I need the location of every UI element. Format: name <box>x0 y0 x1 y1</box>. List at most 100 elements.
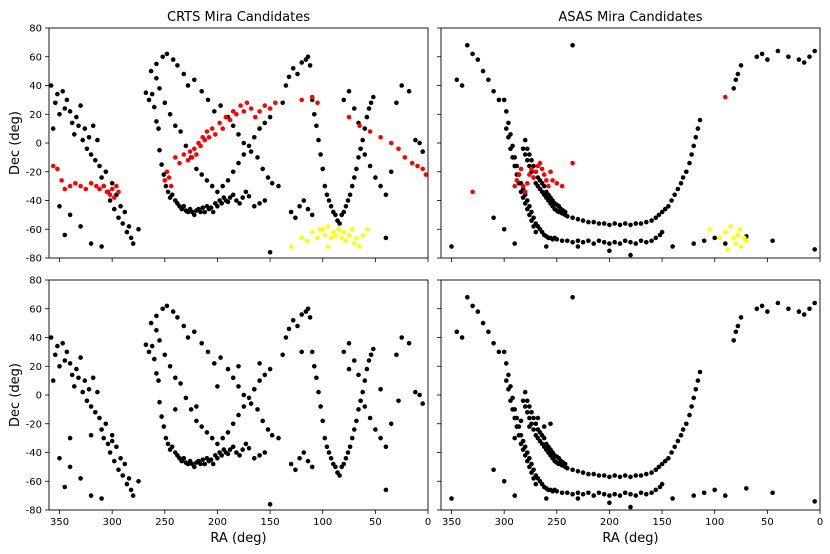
data-point-candidates-36 <box>126 224 132 229</box>
data-point-candidates-164 <box>691 241 696 246</box>
y-tick-label: -20 <box>26 167 42 178</box>
chart-title: ASAS Mira Candidates <box>558 10 702 25</box>
data-point-candidates-153 <box>316 389 321 395</box>
data-point-candidates-6 <box>62 106 68 111</box>
data-point-candidates-172 <box>356 407 361 412</box>
data-point-candidates-158 <box>733 77 739 83</box>
data-point-candidates-64 <box>525 158 530 163</box>
data-point-candidates-38 <box>57 456 62 461</box>
data-point-candidates-93 <box>257 201 262 206</box>
data-point-candidates-102 <box>662 458 668 464</box>
data-point-candidates-85 <box>227 195 233 200</box>
data-point-candidates-121 <box>533 421 539 427</box>
data-point-candidates-184 <box>362 404 368 409</box>
data-point-yellow-subset-4 <box>315 235 320 241</box>
data-point-candidates-193 <box>305 206 311 212</box>
data-point-candidates-136 <box>255 155 260 160</box>
data-point-candidates-93 <box>257 453 262 458</box>
x-tick-label: 100 <box>705 517 724 528</box>
data-point-candidates-144 <box>290 66 296 71</box>
data-point-candidates-100 <box>178 381 183 386</box>
data-point-candidates-135 <box>562 461 568 467</box>
data-point-yellow-subset-21 <box>364 227 370 232</box>
data-point-candidates-119 <box>529 410 534 415</box>
data-point-candidates-95 <box>633 473 639 478</box>
data-point-candidates-42 <box>644 491 649 497</box>
data-point-candidates-25 <box>554 489 560 494</box>
data-point-candidates-114 <box>695 126 701 131</box>
data-point-candidates-120 <box>160 54 165 60</box>
data-point-candidates-121 <box>164 51 170 57</box>
data-point-candidates-97 <box>644 219 649 225</box>
data-point-candidates-47 <box>146 97 152 103</box>
panel-bottom-right: 350 300 250 200 150 100 50 0 RA (deg) <box>437 279 823 546</box>
data-point-candidates-188 <box>383 192 389 198</box>
data-point-candidates-195 <box>267 250 273 255</box>
data-point-candidates-154 <box>807 306 812 312</box>
data-point-red-subset-47 <box>248 106 254 111</box>
data-point-candidates-155 <box>320 418 326 424</box>
data-point-candidates-159 <box>731 86 736 91</box>
data-point-candidates-166 <box>628 252 633 258</box>
data-point-candidates-167 <box>607 248 612 254</box>
data-point-candidates-142 <box>465 43 470 48</box>
data-point-candidates-77 <box>210 461 216 467</box>
data-point-candidates-129 <box>212 109 217 114</box>
data-point-red-subset-45 <box>241 109 247 114</box>
data-point-candidates-100 <box>178 129 183 134</box>
data-point-candidates-65 <box>527 415 532 421</box>
data-point-candidates-133 <box>236 132 241 137</box>
data-point-candidates-55 <box>520 447 526 452</box>
data-point-candidates-77 <box>210 209 216 215</box>
data-point-candidates-112 <box>241 404 247 409</box>
data-point-candidates-145 <box>449 496 454 501</box>
data-point-candidates-85 <box>227 447 233 452</box>
data-point-yellow-subset-12 <box>339 235 345 241</box>
data-point-candidates-130 <box>218 103 223 108</box>
data-point-candidates-181 <box>346 89 352 94</box>
data-point-candidates-136 <box>496 349 502 355</box>
data-point-candidates-87 <box>234 450 239 455</box>
data-point-candidates-44 <box>130 241 136 246</box>
data-point-candidates-139 <box>269 181 275 186</box>
data-point-candidates-163 <box>701 238 707 244</box>
data-point-candidates-126 <box>192 77 197 83</box>
data-point-candidates-175 <box>362 378 368 383</box>
data-point-candidates-168 <box>575 244 581 249</box>
data-point-yellow-subset-11 <box>737 227 743 232</box>
data-point-candidates-40 <box>67 464 73 470</box>
data-point-candidates-73 <box>202 209 208 215</box>
data-point-candidates-144 <box>290 318 296 323</box>
data-point-candidates-48 <box>506 135 511 140</box>
data-point-red-subset-6 <box>522 189 528 195</box>
data-point-candidates-53 <box>516 433 522 438</box>
data-point-candidates-106 <box>675 186 681 192</box>
data-point-red-subset-11 <box>101 183 106 189</box>
data-point-candidates-82 <box>565 466 570 471</box>
data-point-candidates-26 <box>105 441 111 447</box>
data-point-candidates-6 <box>62 358 68 363</box>
data-point-candidates-41 <box>78 476 83 481</box>
data-point-candidates-17 <box>86 135 92 140</box>
data-point-candidates-51 <box>512 163 517 169</box>
data-point-candidates-124 <box>181 323 187 329</box>
data-point-candidates-161 <box>723 493 728 498</box>
data-point-candidates-89 <box>601 473 607 478</box>
data-point-red-subset-64 <box>415 163 420 169</box>
data-point-candidates-180 <box>341 349 347 355</box>
data-point-red-subset-16 <box>114 183 119 189</box>
data-point-candidates-167 <box>345 450 351 455</box>
data-point-candidates-94 <box>628 222 633 228</box>
data-point-candidates-32 <box>591 241 596 246</box>
data-point-candidates-27 <box>565 490 570 496</box>
data-point-candidates-29 <box>112 206 117 212</box>
data-point-candidates-59 <box>529 218 534 223</box>
data-point-candidates-40 <box>633 241 639 246</box>
data-point-candidates-54 <box>518 189 524 195</box>
data-point-candidates-148 <box>759 51 765 57</box>
data-point-candidates-151 <box>312 112 317 117</box>
data-point-candidates-54 <box>161 424 167 429</box>
data-point-candidates-1 <box>50 126 56 131</box>
data-point-candidates-40 <box>67 212 73 218</box>
